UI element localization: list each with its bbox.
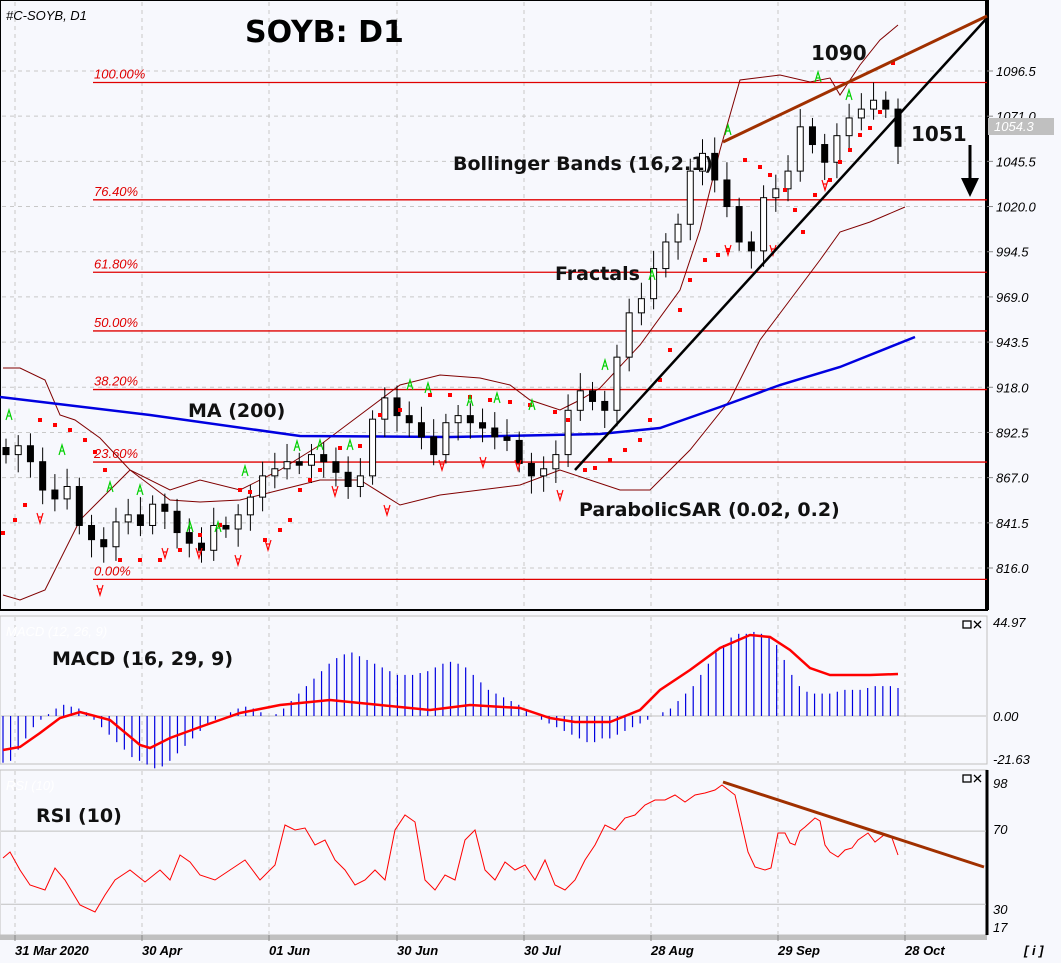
rsi-label: RSI (10) — [36, 805, 122, 827]
fractals-label: Fractals — [555, 263, 640, 285]
svg-text:1096.5: 1096.5 — [996, 64, 1037, 79]
svg-text:892.5: 892.5 — [996, 425, 1029, 440]
info-button[interactable]: [ i ] — [1023, 943, 1044, 958]
ma-label: MA (200) — [188, 400, 285, 422]
svg-text:841.5: 841.5 — [996, 516, 1029, 531]
svg-text:816.0: 816.0 — [996, 561, 1029, 576]
fibonacci-levels: 100.00% 76.40% 61.80% 50.00% 38.20% 23.60% 0.0… — [93, 67, 987, 580]
svg-text:76.40%: 76.40% — [94, 184, 138, 199]
svg-text:30: 30 — [993, 902, 1008, 917]
svg-text:31 Mar 2020: 31 Mar 2020 — [15, 943, 89, 958]
svg-text:38.20%: 38.20% — [94, 374, 138, 389]
svg-text:50.00%: 50.00% — [94, 315, 138, 330]
svg-text:100.00%: 100.00% — [94, 67, 145, 82]
high-price-label: 1090 — [811, 41, 867, 65]
svg-text:17: 17 — [993, 920, 1008, 935]
svg-text:30 Apr: 30 Apr — [142, 943, 183, 958]
horizontal-scrollbar[interactable] — [0, 935, 987, 940]
svg-text:44.97: 44.97 — [993, 615, 1026, 630]
fractal-markers — [5, 69, 853, 598]
rsi-panel — [0, 769, 988, 936]
date-axis: 31 Mar 2020 30 Apr 01 Jun 30 Jun 30 Jul 28 Au… — [14, 935, 945, 958]
svg-text:0.00%: 0.00% — [94, 563, 131, 578]
svg-text:98: 98 — [993, 776, 1008, 791]
macd-axis: 44.97 0.00 -21.63 — [993, 615, 1031, 767]
support-trendline[interactable] — [574, 17, 988, 471]
bollinger-bands — [2, 24, 906, 601]
svg-text:30 Jul: 30 Jul — [524, 943, 561, 958]
svg-text:867.0: 867.0 — [996, 471, 1029, 486]
chart-title: SOYB: D1 — [245, 15, 404, 50]
svg-text:29 Sep: 29 Sep — [777, 943, 820, 958]
macd-close-icon[interactable] — [973, 620, 982, 629]
svg-text:28 Oct: 28 Oct — [904, 943, 945, 958]
svg-text:01 Jun: 01 Jun — [269, 943, 310, 958]
rsi-line — [1, 780, 986, 913]
svg-text:969.0: 969.0 — [996, 290, 1029, 305]
last-price-annotation: 1051 — [911, 122, 967, 146]
svg-text:1045.5: 1045.5 — [996, 154, 1037, 169]
rsi-ghost-label: RSI (10) — [6, 778, 54, 793]
rsi-maximize-icon[interactable] — [962, 774, 972, 783]
macd-maximize-icon[interactable] — [962, 620, 972, 629]
down-arrow-icon — [961, 145, 979, 197]
macd-label: MACD (16, 29, 9) — [52, 648, 233, 670]
parabolic-sar-dots — [1, 61, 895, 562]
svg-text:0.00: 0.00 — [993, 709, 1019, 724]
svg-text:918.0: 918.0 — [996, 380, 1029, 395]
rsi-trendline[interactable] — [722, 780, 985, 869]
moving-average-line — [0, 335, 916, 439]
symbol-label: #C-SOYB, D1 — [6, 8, 87, 23]
svg-text:943.5: 943.5 — [996, 335, 1029, 350]
svg-text:70: 70 — [993, 822, 1008, 837]
svg-text:30 Jun: 30 Jun — [397, 943, 438, 958]
svg-text:1020.0: 1020.0 — [996, 200, 1037, 215]
svg-text:-21.63: -21.63 — [993, 752, 1031, 767]
bollinger-label: Bollinger Bands (16,2.1) — [453, 153, 713, 175]
svg-text:61.80%: 61.80% — [94, 256, 138, 271]
svg-text:994.5: 994.5 — [996, 245, 1029, 260]
macd-panel — [0, 615, 988, 765]
candlesticks — [2, 82, 902, 563]
resistance-trendline[interactable] — [722, 14, 988, 144]
macd-histogram — [1, 631, 986, 769]
svg-text:23.60%: 23.60% — [93, 446, 138, 461]
macd-ghost-label: MACD (12, 26, 9) — [6, 624, 107, 639]
price-axis: 1096.51071.01045.51020.0994.5969.0943.59… — [987, 64, 1037, 576]
svg-text:28 Aug: 28 Aug — [650, 943, 694, 958]
rsi-axis: 98 70 30 17 — [993, 776, 1008, 935]
current-price-value: 1054.3 — [994, 119, 1035, 134]
rsi-close-icon[interactable] — [973, 774, 982, 783]
psar-label: ParabolicSAR (0.02, 0.2) — [579, 499, 840, 521]
current-price-badge — [988, 118, 1054, 135]
